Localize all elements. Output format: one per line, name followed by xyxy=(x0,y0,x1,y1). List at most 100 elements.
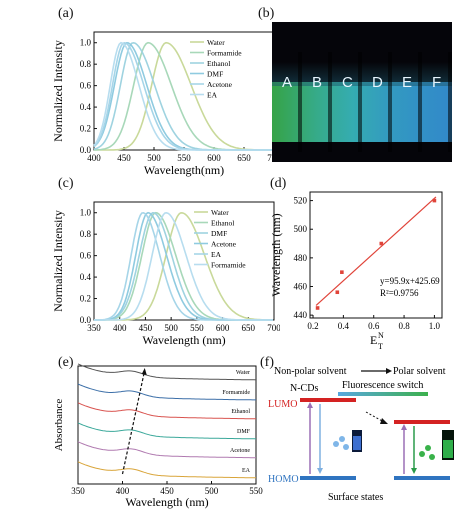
plot-frame xyxy=(93,201,275,321)
y-tick-label: 1.0 xyxy=(80,208,92,218)
x-tick-label: 1.0 xyxy=(429,321,441,331)
series-line-dmf xyxy=(77,422,257,440)
trend-arrowhead xyxy=(141,368,147,375)
vial-thumb-blue-fill xyxy=(353,436,361,450)
vial-label-c: C xyxy=(342,74,353,91)
label-polar: Polar solvent xyxy=(393,366,446,377)
x-axis-label: Wavelength(nm) xyxy=(144,163,224,177)
x-tick-label: 400 xyxy=(116,486,130,496)
emission-arrowhead-left xyxy=(317,468,323,474)
series-line-acetone xyxy=(77,441,256,459)
series-line-ea xyxy=(93,41,274,151)
label-lumo: LUMO xyxy=(268,399,297,410)
shift-arrow xyxy=(365,411,385,423)
data-point xyxy=(340,270,344,274)
x-tick-label: 350 xyxy=(71,486,85,496)
vials-photo: A B C D E F xyxy=(272,22,452,162)
legend-label: EA xyxy=(207,91,218,100)
data-point xyxy=(335,290,340,295)
x-tick-label: 450 xyxy=(160,486,174,496)
dot xyxy=(425,445,431,451)
panel-label-a: (a) xyxy=(58,6,74,21)
x-tick-label: 650 xyxy=(237,153,251,163)
y-axis-label: Absorbance xyxy=(53,399,65,452)
panel-label-b: (b) xyxy=(258,6,275,21)
x-tick-label: 550 xyxy=(249,486,263,496)
vial-label-e: E xyxy=(402,74,413,91)
x-tick-label: 0.6 xyxy=(368,321,380,331)
legend-label: Formamide xyxy=(211,261,246,270)
vial-label-d: D xyxy=(372,74,383,91)
legend-label: Ethanol xyxy=(207,59,230,68)
dot xyxy=(429,454,435,460)
x-tick-label: 0.2 xyxy=(307,321,318,331)
excitation-arrowhead-right xyxy=(401,424,407,430)
lumo-level-left xyxy=(300,398,356,402)
series-line-acetone xyxy=(93,41,274,151)
y-tick-label: 0.6 xyxy=(80,251,92,261)
series-label: DMF xyxy=(237,429,251,435)
y-tick-label: 0.2 xyxy=(80,124,91,134)
series-line-formamide xyxy=(94,211,273,321)
vial-label-f: F xyxy=(432,74,442,91)
y-tick-label: 480 xyxy=(294,253,308,263)
shift-arrowhead xyxy=(380,418,388,424)
excitation-arrowhead-left xyxy=(307,402,313,408)
panel-label-f: (f) xyxy=(260,355,274,370)
x-tick-label: 450 xyxy=(117,153,131,163)
y-tick-label: 500 xyxy=(294,224,308,234)
dot xyxy=(343,444,349,450)
series-line-ethanol xyxy=(77,402,256,420)
legend-label: EA xyxy=(211,250,222,259)
y-tick-label: 440 xyxy=(294,310,308,320)
x-tick-label: 700 xyxy=(267,323,280,333)
series-line-formamide xyxy=(77,383,256,401)
label-surface-states: Surface states xyxy=(328,492,383,503)
x-tick-label: 600 xyxy=(216,323,230,333)
legend-label: Acetone xyxy=(211,240,237,249)
data-point xyxy=(432,198,437,203)
fit-equation: y=95.9x+425.69 xyxy=(380,276,440,286)
x-tick-label: 650 xyxy=(242,323,256,333)
chart-a-emission-spectra: 4004505005506006507000.00.20.40.60.81.0W… xyxy=(51,31,280,177)
y-tick-label: 0.2 xyxy=(80,294,91,304)
x-tick-label: 600 xyxy=(207,153,221,163)
label-nonpolar: Non-polar solvent xyxy=(274,366,347,377)
x-axis-label: Wavelength (nm) xyxy=(142,333,225,347)
x-tick-label: 400 xyxy=(113,323,127,333)
x-tick-label: 500 xyxy=(164,323,178,333)
series-line-ea xyxy=(77,461,256,479)
y-axis-label: Wavelength (nm) xyxy=(269,213,283,296)
legend-label: DMF xyxy=(207,70,223,79)
solvent-arrowhead xyxy=(386,368,392,374)
y-tick-label: 520 xyxy=(294,196,308,206)
legend-label: Ethanol xyxy=(211,219,234,228)
panel-label-d: (d) xyxy=(270,176,287,191)
y-tick-label: 0.4 xyxy=(80,102,92,112)
series-label: EA xyxy=(242,468,251,474)
data-point xyxy=(315,306,320,310)
vial-label-b: B xyxy=(312,74,323,91)
label-homo: HOMO xyxy=(268,474,299,485)
homo-level-left xyxy=(300,476,356,480)
x-tick-label: 550 xyxy=(190,323,204,333)
y-tick-label: 0.8 xyxy=(80,229,92,239)
x-tick-label: 500 xyxy=(205,486,219,496)
vial-label-a: A xyxy=(282,74,293,91)
emission-arrowhead-right xyxy=(411,468,417,474)
series-line-water xyxy=(77,363,257,381)
y-tick-label: 0.0 xyxy=(80,145,92,155)
legend-label: Water xyxy=(207,38,225,47)
legend-label: Water xyxy=(211,208,229,217)
series-line-water xyxy=(94,211,274,321)
series-line-ethanol xyxy=(93,41,274,151)
chart-c-emission-spectra: 350 400 450 500 550 600 650 700 0.0 0.2 0.4 0.6 0.8 1… xyxy=(51,201,280,347)
y-tick-label: 0.4 xyxy=(80,272,92,282)
chart-e-absorbance: 350 400 450 500 550 Water Formamide Ethanol DMF A… xyxy=(53,363,263,509)
plot-frame xyxy=(77,365,257,485)
x-axis-label-sub: T xyxy=(378,342,383,351)
y-axis-label: Normalized Intensity xyxy=(51,210,65,312)
series-line-water xyxy=(94,41,274,151)
panel-label-c: (c) xyxy=(58,176,74,191)
x-tick-label: 400 xyxy=(87,153,101,163)
